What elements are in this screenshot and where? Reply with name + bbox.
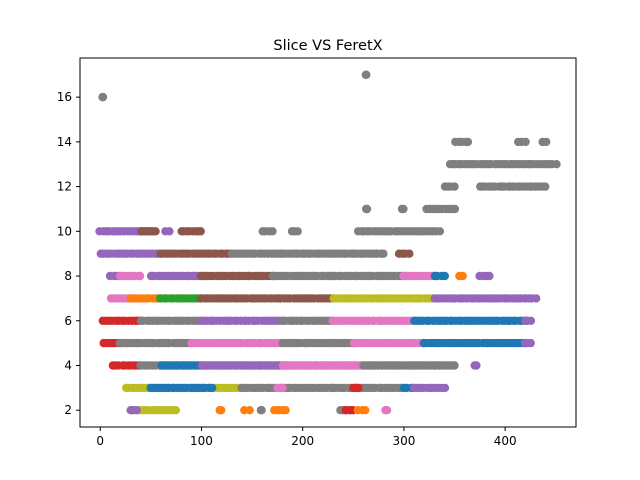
data-point [382,406,392,415]
plot-frame [79,57,577,428]
data-point [151,227,160,236]
data-point [268,227,277,236]
data-point [552,160,561,169]
data-point [196,227,205,236]
data-point [281,406,290,415]
data-point [450,361,459,370]
data-point [532,294,541,303]
data-point [440,383,450,393]
data-point [526,338,535,348]
data-point [450,182,459,191]
data-point [132,406,141,415]
data-point [165,227,174,236]
y-tick-label: 6 [64,314,72,328]
data-point [278,383,287,393]
y-tick-label: 8 [64,269,72,283]
data-point [245,406,254,415]
data-point [458,271,467,281]
data-point [361,406,370,415]
data-point [526,316,536,325]
y-tick-label: 2 [64,403,72,417]
data-point [435,227,445,236]
x-tick-label: 0 [96,434,104,448]
data-point [541,182,550,191]
data-point [450,204,460,214]
x-tick-label: 300 [392,434,415,448]
y-tick-label: 14 [57,135,72,149]
x-tick-label: 200 [291,434,314,448]
data-point [472,361,481,370]
y-tick-label: 10 [57,224,72,238]
data-point [485,271,494,281]
data-point [293,227,302,236]
data-point [440,271,449,281]
data-point [98,92,107,102]
data-point [171,406,180,415]
data-point [521,137,530,147]
data-point [379,249,388,258]
y-tick-label: 16 [57,90,72,104]
y-axis: 2 4 6 8 10 12 14 16 [57,90,80,417]
data-point [362,204,372,214]
x-tick-label: 400 [494,434,517,448]
data-point [257,406,266,415]
x-tick-label: 100 [190,434,213,448]
x-axis: 0 100 200 300 400 [96,427,517,448]
data-point [405,249,414,258]
chart-title: Slice VS FeretX [273,38,382,54]
y-tick-label: 12 [57,180,72,194]
data-point [463,137,473,147]
data-point [542,137,551,147]
data-point [135,271,145,281]
data-point [208,383,217,393]
data-point [362,70,371,80]
data-point [399,204,408,214]
data-points [95,70,561,415]
data-point [217,406,226,415]
data-point [354,383,363,393]
y-tick-label: 4 [64,359,72,373]
